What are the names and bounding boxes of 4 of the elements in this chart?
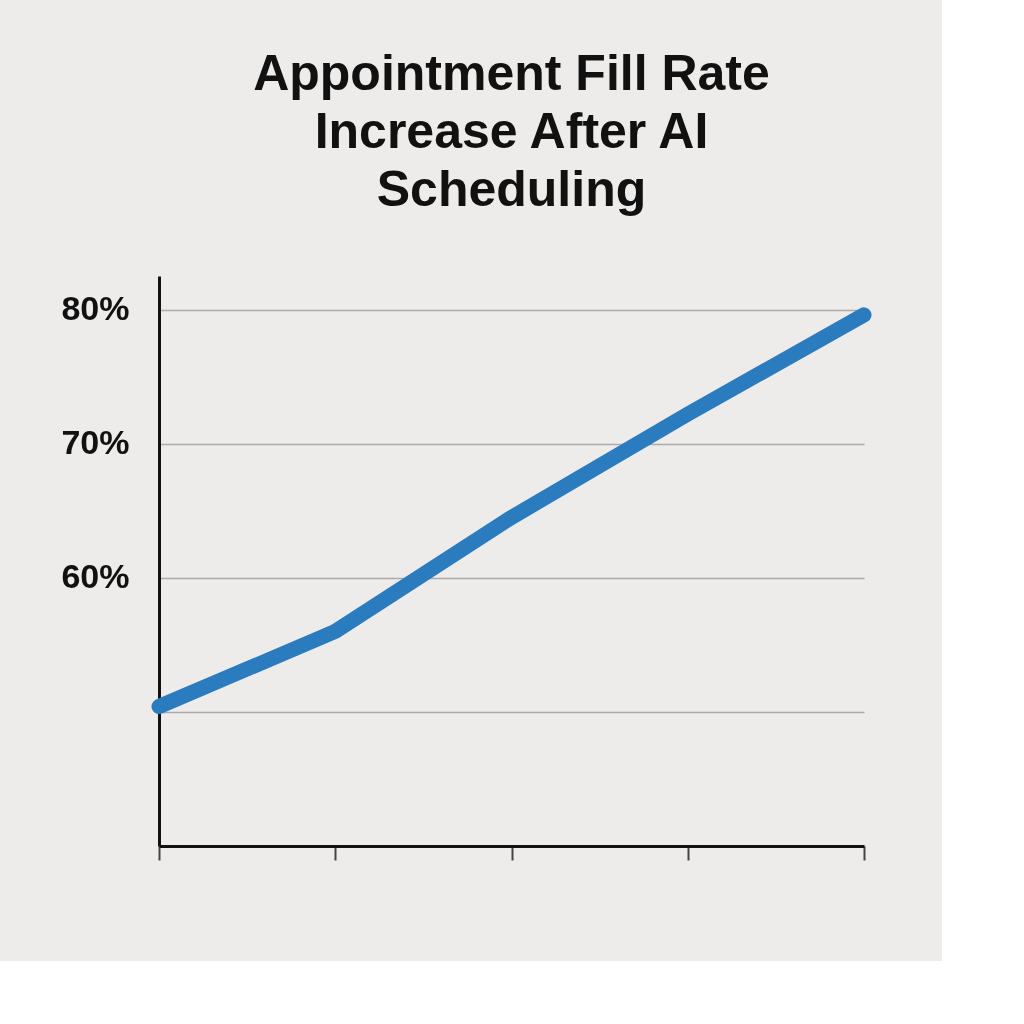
y-tick-label: 80% xyxy=(61,289,130,328)
chart-title: Appointment Fill Rate Increase After AI Scheduling xyxy=(253,45,770,217)
y-tick-label: 70% xyxy=(61,423,130,462)
y-tick-label: 60% xyxy=(61,557,130,596)
